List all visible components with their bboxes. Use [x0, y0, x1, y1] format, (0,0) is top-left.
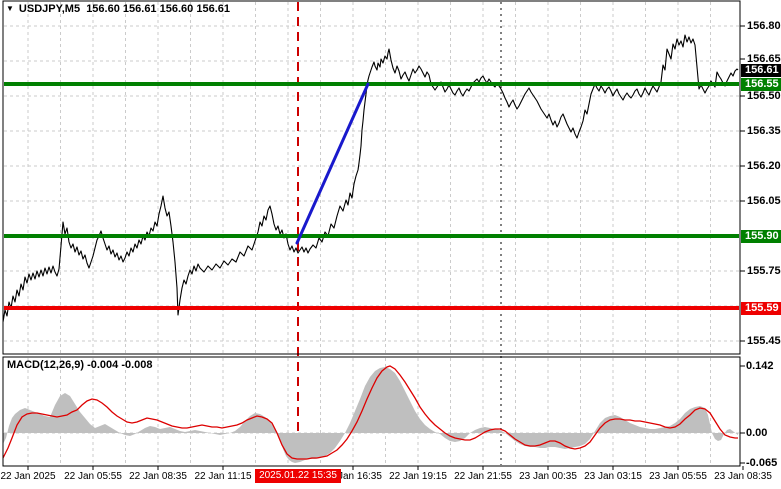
chart-header: ▼ USDJPY,M5 156.60 156.61 156.60 156.61 — [6, 3, 230, 15]
time-axis-label: 22 Jan 08:35 — [129, 471, 187, 482]
time-axis-label: 22 Jan 11:15 — [194, 471, 252, 482]
macd-panel-frame — [2, 356, 741, 467]
time-axis-label: 23 Jan 05:55 — [649, 471, 707, 482]
time-axis-label: 22 Jan 21:55 — [454, 471, 512, 482]
price-line — [2, 34, 739, 323]
macd-indicator-label: MACD(12,26,9) -0.004 -0.008 — [7, 359, 153, 371]
time-axis-label: 23 Jan 00:35 — [519, 471, 577, 482]
symbol-timeframe-label: USDJPY,M5 — [18, 3, 81, 15]
macd-histogram — [3, 367, 738, 463]
time-axis-label: 22 Jan 05:55 — [64, 471, 122, 482]
level-price-label: 155.90 — [741, 230, 781, 243]
price-tick-label: 155.45 — [747, 335, 781, 347]
price-tick-label: 156.80 — [747, 20, 781, 32]
level-price-label: 155.59 — [741, 302, 781, 315]
price-tick-label: 156.05 — [747, 195, 781, 207]
price-tick-label: 156.20 — [747, 160, 781, 172]
chevron-down-icon[interactable]: ▼ — [6, 4, 14, 13]
time-axis-label: 23 Jan 08:35 — [714, 471, 772, 482]
level-price-label: 156.55 — [741, 78, 781, 91]
main-panel-frame — [2, 0, 741, 355]
macd-tick-label: 0.142 — [746, 360, 774, 372]
macd-signal-line — [2, 365, 738, 460]
current-price-label: 156.61 — [741, 64, 781, 77]
quote-open: 156.60 — [86, 3, 120, 15]
quote-high: 156.61 — [122, 3, 157, 15]
time-axis-label: 22 Jan 19:15 — [389, 471, 447, 482]
time-axis-label: 22 Jan 16:35 — [324, 471, 382, 482]
time-axis-label: 23 Jan 03:15 — [584, 471, 642, 482]
price-tick-label: 155.75 — [747, 265, 781, 277]
price-tick-label: 156.65 — [747, 53, 781, 65]
macd-tick-label: -0.065 — [746, 457, 778, 469]
macd-tick-label: 0.00 — [746, 427, 768, 439]
time-marker-label[interactable]: 2025.01.22 15:35 — [255, 469, 341, 483]
time-axis-label: 22 Jan 2025 — [0, 471, 56, 482]
quote-close: 156.61 — [196, 3, 230, 15]
price-tick-label: 156.50 — [747, 90, 781, 102]
trend-line[interactable] — [295, 82, 370, 245]
price-tick-label: 156.35 — [747, 125, 781, 137]
quote-low: 156.60 — [159, 3, 194, 15]
